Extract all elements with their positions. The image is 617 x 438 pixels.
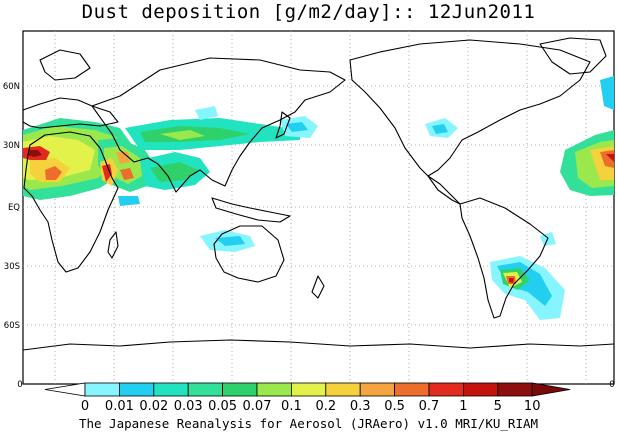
coastlines — [22, 37, 615, 351]
colorbar-level-label: 1 — [459, 399, 467, 414]
lat-label-30s: 30S — [4, 262, 20, 272]
colorbar-under-arrow — [44, 382, 86, 397]
colorbar-level-label: 0 — [81, 399, 89, 414]
colorbar-swatch — [394, 382, 430, 397]
colorbar-level-label: 0.5 — [384, 399, 405, 414]
colorbar-swatch — [325, 382, 361, 397]
map-frame — [22, 30, 615, 385]
colorbar-swatch — [256, 382, 292, 397]
colorbar: 0 0.01 0.02 0.03 0.05 0.07 0.1 0.2 0.3 0.5 0.7 1 5 10 — [44, 382, 571, 414]
colorbar-level-label: 0.07 — [243, 399, 272, 414]
colorbar-swatch — [222, 382, 258, 397]
colorbar-swatch — [84, 382, 120, 397]
colorbar-level-label: 0.1 — [281, 399, 302, 414]
colorbar-edge-label-left: 0 — [17, 380, 22, 390]
colorbar-swatch — [187, 382, 223, 397]
lat-label-60s: 60S — [4, 321, 20, 331]
colorbar-swatch — [428, 382, 464, 397]
map-title: Dust deposition [g/m2/day]:: 12Jun2011 — [81, 1, 536, 23]
colorbar-swatch — [153, 382, 189, 397]
colorbar-level-label: 0.05 — [208, 399, 237, 414]
colorbar-edge-label-right: 0 — [609, 380, 614, 390]
colorbar-over-arrow — [531, 382, 571, 397]
colorbar-level-label: 10 — [524, 399, 541, 414]
colorbar-swatch — [462, 382, 499, 397]
colorbar-swatch — [290, 382, 327, 397]
colorbar-level-label: 5 — [494, 399, 502, 414]
gridlines — [23, 31, 614, 384]
lat-label-eq: EQ — [8, 203, 20, 213]
colorbar-level-label: 0.7 — [419, 399, 440, 414]
dust-field — [23, 76, 614, 320]
colorbar-swatch — [119, 382, 155, 397]
lat-label-30n: 30N — [3, 141, 20, 151]
colorbar-level-label: 0.03 — [174, 399, 203, 414]
colorbar-swatch — [497, 382, 533, 397]
colorbar-level-label: 0.02 — [139, 399, 168, 414]
colorbar-level-label: 0.3 — [350, 399, 371, 414]
colorbar-level-label: 0.2 — [315, 399, 336, 414]
colorbar-swatch — [359, 382, 396, 397]
colorbar-level-label: 0.01 — [105, 399, 134, 414]
credit-line: The Japanese Reanalysis for Aerosol (JRA… — [78, 416, 539, 431]
lat-label-60n: 60N — [3, 82, 20, 92]
